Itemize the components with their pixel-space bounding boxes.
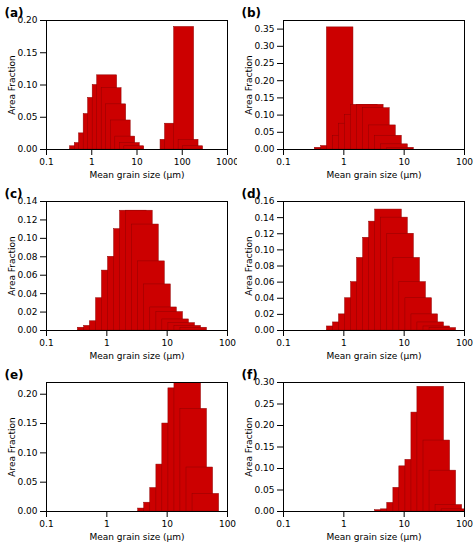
svg-text:1: 1 (89, 157, 95, 167)
svg-text:Area Fraction: Area Fraction (7, 417, 17, 477)
svg-text:100: 100 (456, 157, 473, 167)
svg-text:Area Fraction: Area Fraction (244, 417, 254, 477)
svg-text:(f): (f) (242, 368, 258, 382)
svg-text:0.10: 0.10 (17, 233, 37, 243)
svg-text:0.1: 0.1 (276, 519, 290, 529)
svg-text:0.25: 0.25 (254, 399, 274, 409)
svg-text:0.10: 0.10 (17, 80, 37, 90)
svg-text:0.05: 0.05 (254, 127, 274, 137)
svg-text:Area Fraction: Area Fraction (244, 55, 254, 115)
svg-text:10: 10 (398, 519, 410, 529)
svg-text:10: 10 (161, 519, 173, 529)
svg-text:10: 10 (398, 338, 410, 348)
svg-text:0.04: 0.04 (254, 293, 274, 303)
svg-text:0.25: 0.25 (254, 58, 274, 68)
svg-text:0.1: 0.1 (39, 157, 53, 167)
svg-text:0.05: 0.05 (17, 112, 37, 122)
svg-text:0.06: 0.06 (254, 277, 274, 287)
svg-text:0.1: 0.1 (39, 519, 53, 529)
svg-text:1: 1 (104, 338, 110, 348)
svg-text:0.12: 0.12 (254, 229, 274, 239)
svg-text:0.15: 0.15 (254, 442, 274, 452)
svg-text:0.20: 0.20 (17, 389, 37, 399)
svg-text:Area Fraction: Area Fraction (244, 236, 254, 296)
svg-text:0.04: 0.04 (17, 289, 37, 299)
svg-text:0.00: 0.00 (254, 325, 274, 335)
svg-text:10: 10 (398, 157, 410, 167)
svg-text:0.30: 0.30 (254, 41, 274, 51)
svg-text:0.20: 0.20 (254, 76, 274, 86)
svg-text:(d): (d) (242, 187, 262, 201)
svg-text:1: 1 (341, 338, 347, 348)
svg-text:100: 100 (456, 338, 473, 348)
svg-text:100: 100 (174, 157, 191, 167)
svg-text:0.1: 0.1 (39, 338, 53, 348)
svg-text:1: 1 (341, 157, 347, 167)
svg-text:0.05: 0.05 (17, 477, 37, 487)
svg-text:0.14: 0.14 (254, 213, 274, 223)
svg-text:0.00: 0.00 (17, 144, 37, 154)
svg-text:0.30: 0.30 (254, 377, 275, 388)
svg-text:(b): (b) (242, 6, 262, 20)
svg-text:Area Fraction: Area Fraction (7, 55, 17, 115)
svg-text:Mean grain size (μm): Mean grain size (μm) (89, 532, 184, 542)
svg-text:0.12: 0.12 (17, 215, 37, 225)
svg-text:0.08: 0.08 (17, 252, 37, 262)
svg-text:0.00: 0.00 (254, 506, 274, 516)
svg-text:Mean grain size (μm): Mean grain size (μm) (326, 532, 421, 542)
svg-text:100: 100 (456, 519, 473, 529)
svg-text:0.14: 0.14 (17, 196, 38, 207)
svg-text:0.15: 0.15 (17, 418, 37, 428)
svg-text:0.10: 0.10 (254, 110, 274, 120)
svg-text:0.05: 0.05 (254, 485, 274, 495)
svg-text:1000: 1000 (216, 157, 239, 167)
svg-text:Mean grain size (μm): Mean grain size (μm) (326, 351, 421, 361)
svg-text:Mean grain size (μm): Mean grain size (μm) (326, 170, 421, 180)
svg-text:0.35: 0.35 (254, 24, 274, 34)
svg-text:0.10: 0.10 (254, 463, 274, 473)
svg-text:10: 10 (131, 157, 143, 167)
svg-text:0.15: 0.15 (17, 48, 37, 58)
svg-text:0.02: 0.02 (254, 309, 274, 319)
svg-text:Mean grain size (μm): Mean grain size (μm) (89, 351, 184, 361)
svg-text:(c): (c) (5, 187, 23, 201)
svg-text:0.15: 0.15 (254, 93, 274, 103)
svg-text:1: 1 (341, 519, 347, 529)
svg-text:0.10: 0.10 (17, 448, 37, 458)
svg-text:(e): (e) (5, 368, 24, 382)
svg-text:Area Fraction: Area Fraction (7, 236, 17, 296)
svg-text:0.06: 0.06 (17, 270, 37, 280)
svg-text:0.00: 0.00 (17, 506, 37, 516)
svg-text:0.10: 0.10 (254, 245, 274, 255)
svg-text:(a): (a) (5, 6, 24, 20)
svg-text:0.02: 0.02 (17, 307, 37, 317)
svg-text:0.00: 0.00 (17, 325, 37, 335)
svg-text:10: 10 (161, 338, 173, 348)
svg-text:1: 1 (104, 519, 110, 529)
svg-text:0.20: 0.20 (254, 420, 274, 430)
svg-text:0.16: 0.16 (254, 196, 275, 207)
svg-text:0.00: 0.00 (254, 144, 274, 154)
svg-text:0.1: 0.1 (276, 157, 290, 167)
svg-text:0.20: 0.20 (17, 15, 38, 26)
svg-text:Mean grain size (μm): Mean grain size (μm) (89, 170, 184, 180)
svg-text:0.1: 0.1 (276, 338, 290, 348)
svg-text:100: 100 (219, 338, 236, 348)
svg-text:100: 100 (219, 519, 236, 529)
svg-text:0.08: 0.08 (254, 261, 274, 271)
